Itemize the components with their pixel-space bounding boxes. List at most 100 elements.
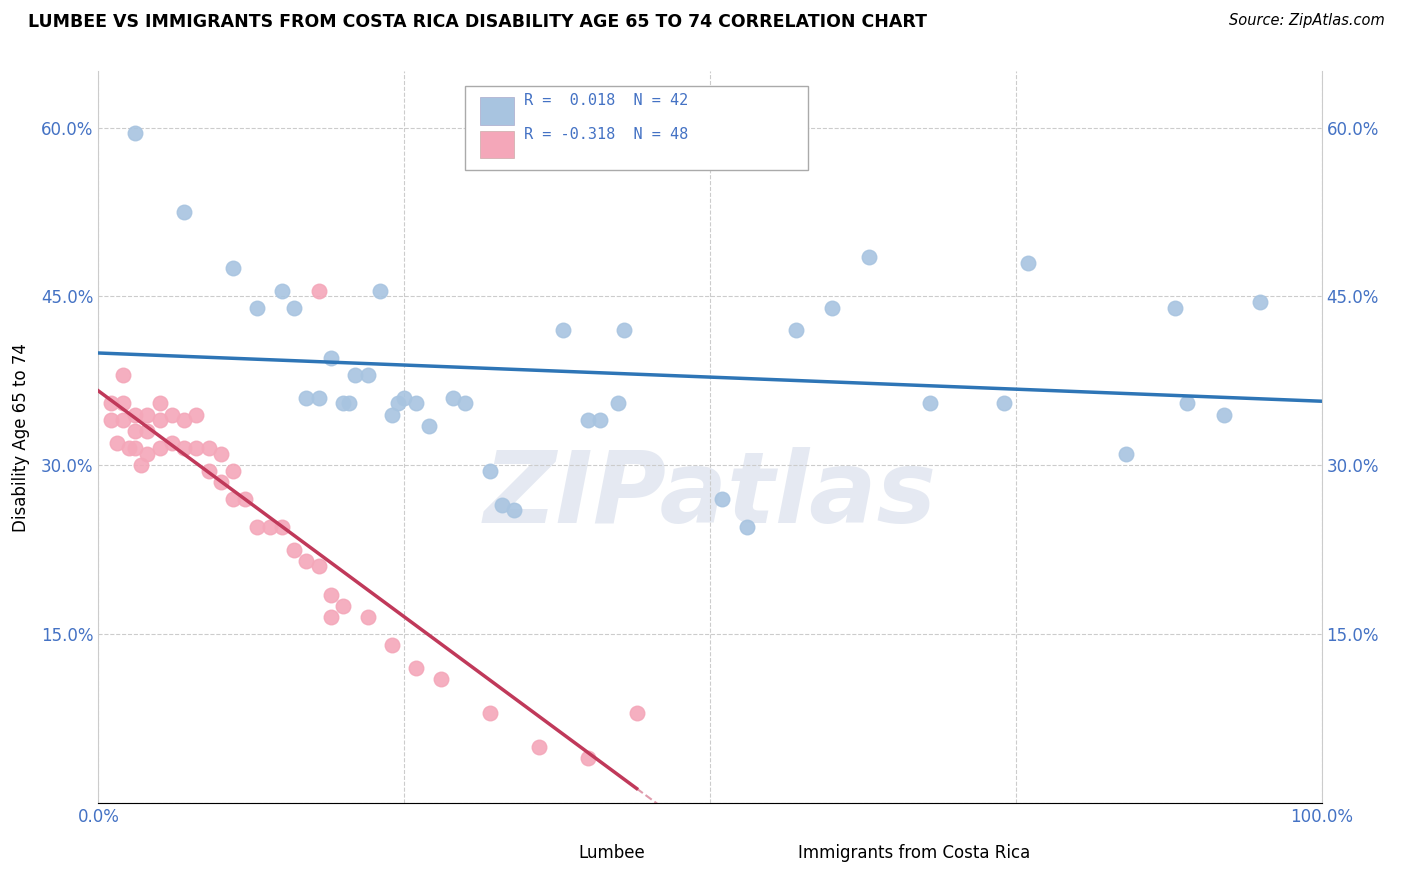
Point [478,706,501,720]
Point [118,442,141,456]
Point [478,464,501,478]
Point [441,391,464,405]
Point [160,408,183,422]
Point [100,396,122,410]
Point [553,323,575,337]
Point [222,491,245,506]
Point [222,464,245,478]
Point [173,205,195,219]
Point [283,301,305,315]
Point [259,520,281,534]
Point [209,475,232,489]
Point [270,284,294,298]
Point [283,542,305,557]
Point [136,447,159,461]
Text: Source: ZipAtlas.com: Source: ZipAtlas.com [1229,13,1385,29]
Point [527,739,550,754]
Point [209,447,232,461]
Point [270,520,294,534]
Point [332,599,354,613]
Text: R = -0.318  N = 48: R = -0.318 N = 48 [524,128,689,143]
Point [993,396,1015,410]
Point [186,408,208,422]
Point [100,413,122,427]
Point [233,491,256,506]
Text: Immigrants from Costa Rica: Immigrants from Costa Rica [799,844,1031,862]
Point [920,396,942,410]
Point [387,396,409,410]
Point [197,464,219,478]
Point [344,368,367,383]
Point [173,413,195,427]
Point [607,396,630,410]
Point [711,491,734,506]
Point [308,559,330,574]
Point [124,408,146,422]
Point [1115,447,1137,461]
Point [381,408,404,422]
Text: ZIPatlas: ZIPatlas [484,447,936,544]
Point [1175,396,1198,410]
Point [129,458,152,473]
Bar [479,97,515,125]
Point [111,396,134,410]
Point [454,396,477,410]
Point [173,442,195,456]
Point [332,396,354,410]
Point [246,520,269,534]
Point [356,368,378,383]
Point [405,396,427,410]
Point [124,442,146,456]
Point [589,413,612,427]
Point [111,368,134,383]
Point [491,498,513,512]
Point [308,284,330,298]
Point [735,520,758,534]
Point [149,413,172,427]
Point [337,396,360,410]
Point [626,706,648,720]
Point [430,672,453,686]
Point [186,442,208,456]
Point [136,408,159,422]
Bar [479,130,515,159]
Point [319,610,342,624]
Point [295,391,318,405]
Point [295,554,318,568]
Text: Lumbee: Lumbee [578,844,645,862]
Point [124,126,146,140]
Point [405,661,427,675]
Point [124,425,146,439]
Point [197,442,219,456]
Point [319,588,342,602]
Point [1250,295,1272,310]
FancyBboxPatch shape [465,86,808,170]
Point [576,751,599,765]
Point [785,323,807,337]
Point [222,261,245,276]
Point [381,638,404,652]
Point [160,435,183,450]
Point [858,250,880,264]
Point [576,413,599,427]
Point [1212,408,1234,422]
Point [503,503,526,517]
Y-axis label: Disability Age 65 to 74: Disability Age 65 to 74 [11,343,30,532]
Point [613,323,636,337]
Point [149,396,172,410]
Point [356,610,378,624]
Bar [538,842,569,863]
Point [308,391,330,405]
Bar [759,842,790,863]
Point [1164,301,1187,315]
Point [1017,255,1039,269]
Point [149,442,172,456]
Point [246,301,269,315]
Point [821,301,844,315]
Point [418,418,440,433]
Text: R =  0.018  N = 42: R = 0.018 N = 42 [524,93,689,108]
Point [105,435,128,450]
Point [392,391,416,405]
Point [136,425,159,439]
Point [111,413,134,427]
